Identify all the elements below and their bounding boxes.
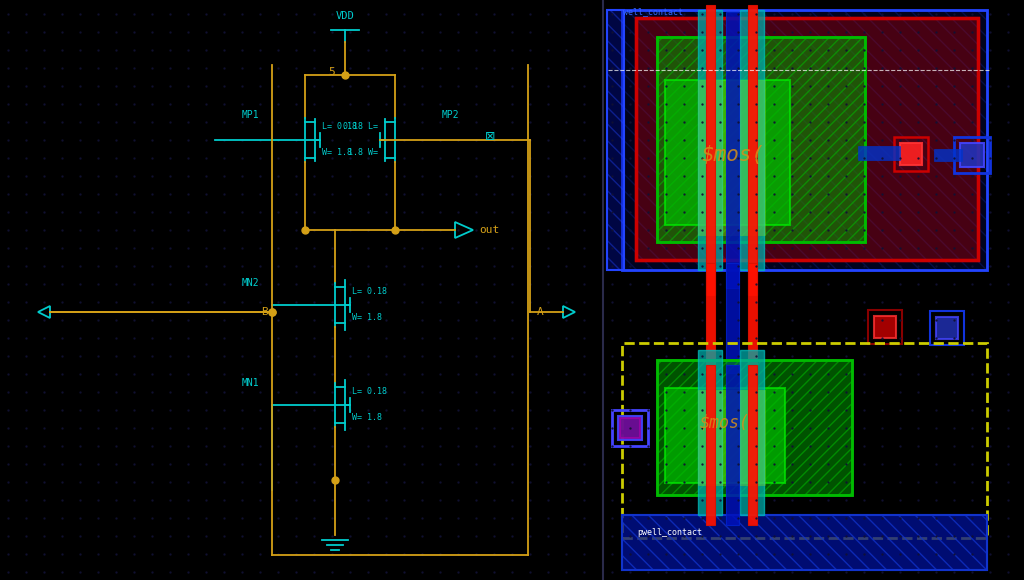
Bar xyxy=(936,317,958,339)
Bar xyxy=(726,263,739,373)
Bar xyxy=(706,263,715,373)
Text: well_contact: well_contact xyxy=(623,7,683,16)
Bar xyxy=(726,12,739,288)
Text: MN1: MN1 xyxy=(242,378,259,388)
Bar xyxy=(894,137,928,171)
Bar xyxy=(740,350,764,515)
Text: L= 0.18: L= 0.18 xyxy=(352,387,387,396)
Text: VDD: VDD xyxy=(336,11,354,21)
Bar xyxy=(874,316,896,338)
Bar xyxy=(954,137,990,173)
Text: W= 1.8: W= 1.8 xyxy=(322,148,352,157)
Bar xyxy=(706,365,715,525)
Bar xyxy=(622,343,987,538)
Bar xyxy=(657,360,852,495)
Bar xyxy=(748,263,757,373)
Bar xyxy=(698,80,765,235)
Bar xyxy=(607,10,624,270)
Text: W= 1.8: W= 1.8 xyxy=(352,413,382,422)
Bar xyxy=(622,10,987,270)
Text: ⊠: ⊠ xyxy=(484,129,496,143)
Bar xyxy=(698,350,722,515)
Text: $mos(: $mos( xyxy=(700,413,750,431)
Bar xyxy=(622,515,987,570)
Text: 1.8 W=: 1.8 W= xyxy=(348,148,378,157)
Bar xyxy=(607,10,624,270)
Bar xyxy=(665,388,785,483)
Text: pwell_contact: pwell_contact xyxy=(637,528,702,537)
Bar xyxy=(698,10,722,270)
Bar xyxy=(636,18,978,260)
Bar xyxy=(636,18,978,260)
Bar xyxy=(961,143,984,167)
Bar xyxy=(618,416,642,440)
Bar xyxy=(930,311,964,345)
Bar xyxy=(900,143,922,165)
Text: 5: 5 xyxy=(329,67,335,77)
Text: 0.18 L=: 0.18 L= xyxy=(343,122,378,131)
Bar xyxy=(868,310,902,344)
Bar xyxy=(748,365,757,525)
Bar xyxy=(740,10,764,270)
Bar xyxy=(858,146,900,160)
Text: L= 0.18: L= 0.18 xyxy=(352,287,387,296)
Text: out: out xyxy=(479,225,500,235)
Text: W= 1.8: W= 1.8 xyxy=(352,313,382,322)
Bar xyxy=(620,418,640,438)
Bar xyxy=(665,80,790,225)
Bar xyxy=(657,37,865,242)
Bar xyxy=(657,37,865,242)
Text: $mos(: $mos( xyxy=(701,145,765,165)
Bar xyxy=(622,10,987,270)
Text: A: A xyxy=(537,307,544,317)
Bar xyxy=(612,410,648,446)
Text: MN2: MN2 xyxy=(242,278,259,288)
Bar xyxy=(698,390,765,485)
Text: L= 0.18: L= 0.18 xyxy=(322,122,357,131)
Text: B: B xyxy=(261,307,268,317)
Bar xyxy=(934,149,962,161)
Bar xyxy=(657,360,852,495)
Bar xyxy=(706,5,715,295)
Bar xyxy=(726,365,739,525)
Bar xyxy=(622,515,987,570)
Text: MP1: MP1 xyxy=(242,110,259,120)
Bar xyxy=(748,5,757,295)
Text: MP2: MP2 xyxy=(441,110,459,120)
